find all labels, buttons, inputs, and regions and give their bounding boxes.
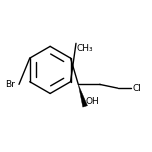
Text: Cl: Cl bbox=[132, 84, 141, 93]
Text: Br: Br bbox=[5, 80, 15, 89]
Text: CH₃: CH₃ bbox=[77, 44, 93, 53]
Text: OH: OH bbox=[86, 97, 100, 106]
Polygon shape bbox=[78, 84, 87, 107]
